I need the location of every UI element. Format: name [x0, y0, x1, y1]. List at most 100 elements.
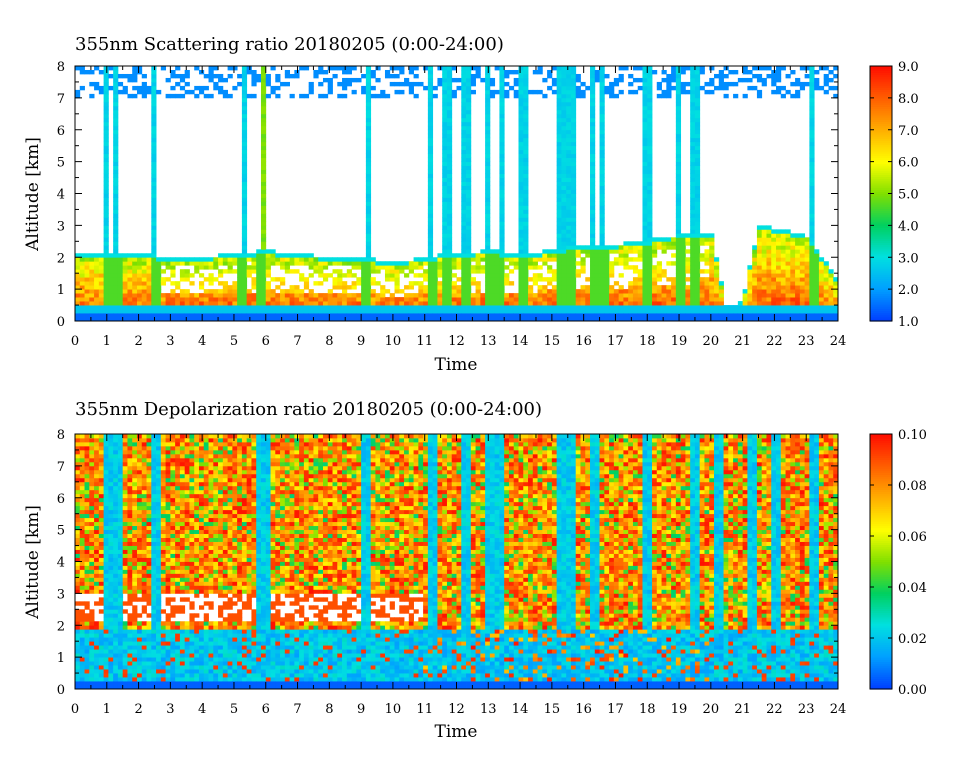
heat-cell — [795, 81, 801, 87]
heat-cell — [804, 66, 810, 71]
heat-cell — [637, 309, 643, 314]
heat-cell — [833, 305, 839, 310]
heat-cell — [680, 297, 686, 302]
heat-cell — [690, 229, 696, 234]
heat-cell — [241, 249, 248, 254]
heat-cell — [103, 181, 109, 186]
heat-cell — [103, 609, 109, 614]
heat-cell — [79, 497, 85, 503]
heat-cell — [508, 257, 515, 262]
heat-cell — [384, 261, 391, 266]
heat-cell — [766, 253, 772, 258]
heat-cell — [499, 281, 505, 286]
heat-cell — [265, 273, 271, 278]
heat-cell — [795, 241, 801, 246]
heat-cell — [89, 557, 95, 562]
heat-cell — [89, 261, 95, 266]
heat-cell — [609, 81, 615, 87]
heat-cell — [699, 277, 705, 282]
heat-cell — [747, 285, 753, 290]
heat-cell — [790, 277, 796, 282]
heat-cell — [218, 305, 224, 310]
heat-cell — [241, 77, 248, 83]
heat-cell — [752, 66, 758, 71]
heat-cell — [122, 89, 128, 95]
heat-cell — [661, 305, 667, 310]
heat-cell — [184, 273, 190, 278]
heat-cell — [404, 273, 410, 278]
heat-cell — [575, 289, 581, 294]
heat-cell — [113, 473, 119, 479]
heat-cell — [237, 289, 243, 294]
heat-cell — [89, 669, 95, 674]
heat-cell — [89, 289, 95, 294]
heat-cell — [289, 73, 295, 79]
heat-cell — [442, 117, 448, 123]
heat-cell — [747, 289, 753, 294]
heat-cell — [728, 313, 734, 318]
heat-cell — [647, 125, 653, 131]
heat-cell — [671, 253, 677, 258]
heat-cell — [108, 681, 114, 686]
heat-cell — [84, 317, 90, 322]
heat-cell — [237, 317, 243, 322]
heat-cell — [427, 205, 434, 210]
heat-cell — [776, 297, 782, 302]
heat-cell — [675, 185, 682, 190]
heat-cell — [346, 269, 352, 274]
heat-cell — [89, 609, 95, 614]
heat-cell — [518, 173, 524, 178]
heat-cell — [408, 305, 414, 310]
heat-cell — [103, 189, 109, 194]
heat-cell — [108, 273, 114, 278]
heat-cell — [499, 169, 505, 174]
heat-cell — [714, 269, 720, 274]
heat-cell — [704, 257, 710, 262]
heat-cell — [299, 301, 305, 306]
heat-cell — [647, 313, 653, 318]
heat-cell — [94, 661, 100, 666]
heat-cell — [361, 89, 367, 95]
heat-cell — [714, 257, 720, 262]
heat-cell — [685, 305, 691, 310]
heat-cell — [532, 305, 538, 310]
heat-cell — [98, 257, 105, 262]
heat-cell — [113, 253, 119, 258]
heat-cell — [294, 261, 300, 266]
heat-cell — [280, 265, 286, 270]
heat-cell — [642, 289, 648, 294]
heat-cell — [480, 269, 486, 274]
heat-cell — [342, 313, 348, 318]
heat-cell — [499, 165, 505, 170]
heat-cell — [337, 317, 343, 322]
heat-cell — [818, 297, 825, 302]
heat-cell — [241, 153, 248, 159]
heat-cell — [518, 141, 524, 147]
heat-cell — [260, 261, 267, 266]
heat-cell — [79, 261, 85, 266]
heat-cell — [599, 269, 605, 274]
heat-cell — [108, 465, 114, 471]
heat-cell — [256, 77, 262, 83]
heat-cell — [561, 105, 567, 111]
heat-cell — [260, 157, 267, 163]
heat-cell — [442, 133, 448, 139]
heat-cell — [136, 261, 143, 266]
heat-cell — [523, 193, 529, 198]
heat-cell — [346, 77, 352, 83]
heat-cell — [694, 225, 701, 230]
heat-cell — [260, 141, 267, 147]
heat-cell — [127, 317, 133, 322]
heat-cell — [776, 313, 782, 318]
heat-cell — [685, 285, 691, 290]
heat-cell — [675, 221, 682, 226]
heat-cell — [103, 685, 109, 690]
heat-cell — [470, 293, 476, 298]
colorbar-tick-label: 9.0 — [898, 60, 919, 75]
heat-cell — [694, 261, 701, 266]
heat-cell — [542, 257, 548, 262]
heat-cell — [556, 249, 562, 254]
heat-cell — [680, 66, 686, 71]
heat-cell — [84, 533, 90, 538]
heat-cell — [780, 317, 786, 322]
